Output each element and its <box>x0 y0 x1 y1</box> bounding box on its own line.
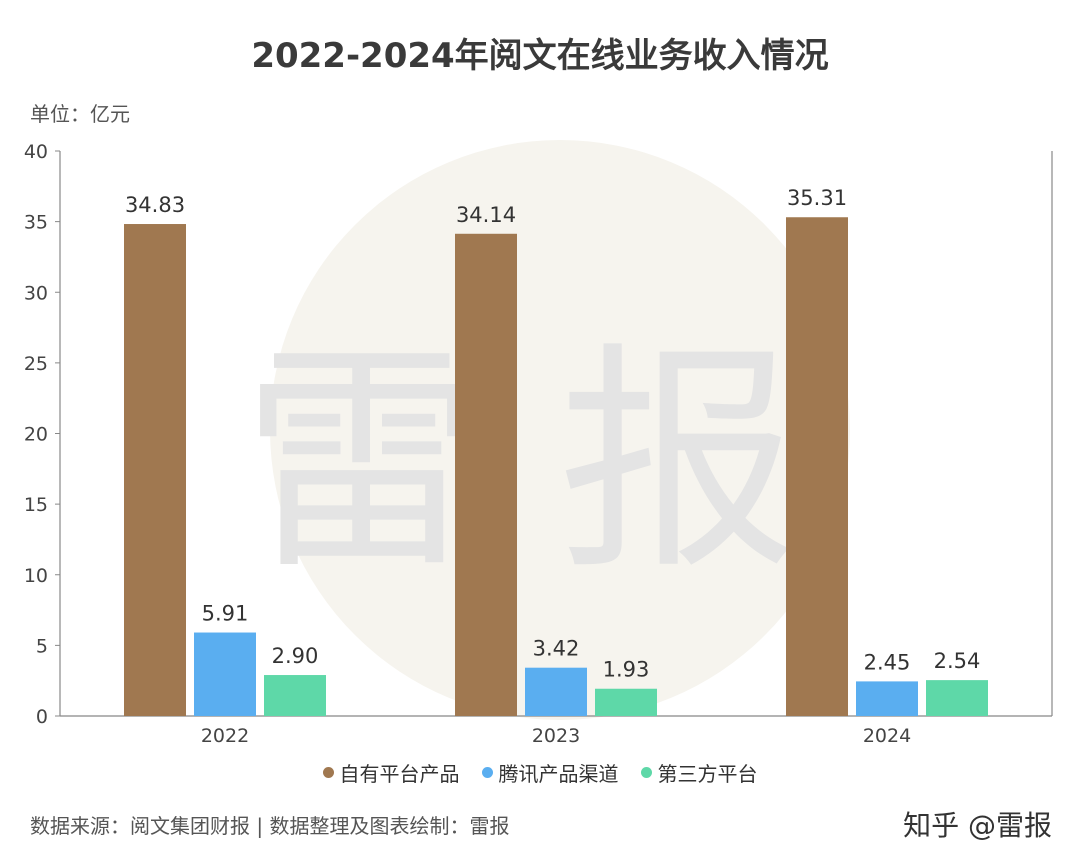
bar <box>786 217 848 716</box>
x-tick-label: 2022 <box>201 725 249 747</box>
y-tick-label: 25 <box>24 353 48 375</box>
bar-value-label: 34.14 <box>456 203 516 227</box>
bar <box>856 681 918 716</box>
footer-brand: 知乎 @雷报 <box>903 809 1052 842</box>
y-tick-label: 35 <box>24 212 48 234</box>
y-tick-label: 5 <box>36 635 48 657</box>
data-labels: 34.83 5.91 2.90 34.14 3.42 1.93 35.31 2.45 2.54 <box>125 186 980 681</box>
bars <box>124 217 988 716</box>
legend-item: 第三方平台 <box>640 758 758 787</box>
footer-source: 数据来源：阅文集团财报 | 数据整理及图表绘制：雷报 <box>30 814 510 838</box>
bar <box>124 224 186 716</box>
legend-marker <box>481 767 493 778</box>
bar-value-label: 2.54 <box>934 649 981 673</box>
legend-marker <box>640 767 652 778</box>
legend-item: 自有平台产品 <box>322 758 460 787</box>
y-tick-label: 10 <box>24 565 48 587</box>
legend-label: 自有平台产品 <box>339 762 460 786</box>
legend-label: 腾讯产品渠道 <box>498 762 619 786</box>
legend-marker <box>322 767 334 778</box>
bar <box>926 680 988 716</box>
bar-value-label: 5.91 <box>202 602 249 626</box>
unit-label: 单位：亿元 <box>30 102 130 126</box>
x-tick-label: 2024 <box>863 725 911 747</box>
bar-value-label: 2.90 <box>272 644 319 668</box>
bar-value-label: 35.31 <box>787 186 847 210</box>
bar <box>264 675 326 716</box>
watermark-circle <box>270 140 850 720</box>
x-tick-label: 2023 <box>532 725 580 747</box>
legend-item: 腾讯产品渠道 <box>481 758 619 787</box>
y-tick-label: 20 <box>24 424 48 446</box>
bar-value-label: 3.42 <box>533 637 580 661</box>
bar <box>525 667 587 716</box>
y-tick-label: 0 <box>36 706 48 728</box>
bar-value-label: 1.93 <box>603 658 650 682</box>
bar <box>455 233 517 716</box>
bar-chart: 雷 报 0 5 10 15 20 25 30 35 40 2022 2023 2024 34.83 5.… <box>24 140 1053 747</box>
bar-value-label: 34.83 <box>125 193 185 217</box>
chart-title: 2022-2024年阅文在线业务收入情况 <box>251 36 829 76</box>
bar-value-label: 2.45 <box>864 650 911 674</box>
legend-label: 第三方平台 <box>657 762 758 786</box>
watermark: 雷 报 <box>242 140 850 720</box>
y-tick-label: 15 <box>24 494 48 516</box>
y-tick-label: 30 <box>24 282 48 304</box>
bar <box>194 632 256 716</box>
legend: 自有平台产品 腾讯产品渠道 第三方平台 <box>0 758 1080 787</box>
bar <box>595 688 657 716</box>
watermark-text: 雷 报 <box>242 322 798 602</box>
y-tick-label: 40 <box>24 141 48 163</box>
